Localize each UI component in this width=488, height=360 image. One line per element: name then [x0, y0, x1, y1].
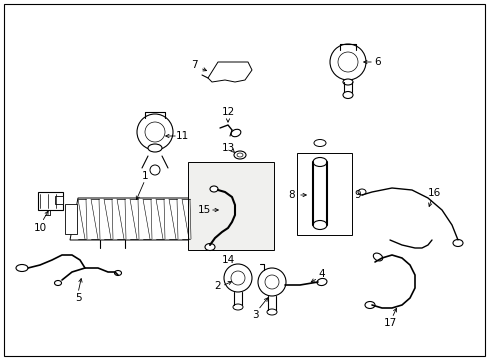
Ellipse shape	[364, 302, 374, 309]
Circle shape	[329, 44, 365, 80]
Polygon shape	[207, 62, 251, 82]
Ellipse shape	[452, 239, 462, 247]
Circle shape	[137, 114, 173, 150]
Ellipse shape	[204, 243, 215, 251]
Text: 3: 3	[251, 310, 258, 320]
Circle shape	[337, 52, 357, 72]
Ellipse shape	[266, 309, 276, 315]
Circle shape	[230, 271, 244, 285]
Text: 15: 15	[197, 205, 210, 215]
Text: 17: 17	[383, 318, 396, 328]
Text: 14: 14	[221, 255, 234, 265]
Circle shape	[258, 268, 285, 296]
Ellipse shape	[231, 129, 241, 137]
Bar	[196, 202, 214, 236]
Text: 2: 2	[214, 281, 221, 291]
Ellipse shape	[114, 270, 121, 275]
Text: 5: 5	[75, 293, 81, 303]
Bar	[212, 208, 220, 230]
Ellipse shape	[316, 278, 326, 285]
Circle shape	[150, 165, 160, 175]
Ellipse shape	[237, 153, 243, 157]
Text: 6: 6	[374, 57, 381, 67]
Ellipse shape	[357, 189, 365, 195]
Text: 12: 12	[221, 107, 234, 117]
Circle shape	[224, 264, 251, 292]
Text: 9: 9	[354, 190, 361, 200]
Ellipse shape	[342, 91, 352, 99]
Ellipse shape	[234, 151, 245, 159]
Text: 7: 7	[190, 60, 197, 70]
Circle shape	[145, 122, 164, 142]
Ellipse shape	[313, 139, 325, 147]
Text: 13: 13	[221, 143, 234, 153]
Ellipse shape	[148, 144, 162, 152]
Bar	[55, 196, 63, 204]
Bar	[65, 204, 77, 234]
Text: 4: 4	[318, 269, 325, 279]
Ellipse shape	[312, 220, 326, 230]
Text: 16: 16	[427, 188, 440, 198]
Text: 11: 11	[175, 131, 188, 141]
Ellipse shape	[54, 280, 61, 285]
Ellipse shape	[209, 186, 218, 192]
Ellipse shape	[16, 265, 28, 271]
Bar	[296, 153, 351, 235]
Circle shape	[264, 275, 279, 289]
Bar	[38, 192, 63, 210]
Ellipse shape	[342, 79, 352, 85]
Text: 1: 1	[142, 171, 148, 181]
Ellipse shape	[232, 304, 243, 310]
Ellipse shape	[312, 158, 326, 166]
Ellipse shape	[372, 253, 382, 261]
Polygon shape	[70, 198, 205, 240]
Bar	[187, 162, 273, 250]
Text: 10: 10	[33, 223, 46, 233]
Text: 8: 8	[288, 190, 295, 200]
